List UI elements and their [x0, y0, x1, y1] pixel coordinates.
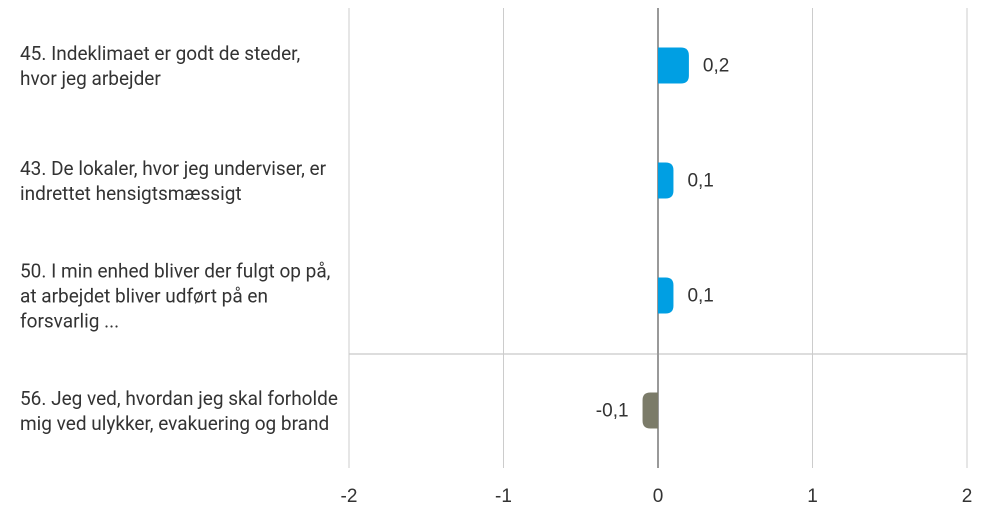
- bar: [658, 162, 674, 199]
- category-label: 50. I min enhed bliver der fulgt op på, …: [20, 259, 331, 332]
- bar: [658, 47, 689, 84]
- x-tick-label: -1: [495, 486, 512, 506]
- value-label: 0,1: [687, 171, 713, 192]
- value-label: -0,1: [596, 401, 629, 422]
- x-tick-label: 1: [807, 486, 818, 506]
- x-tick-label: 2: [962, 486, 973, 506]
- value-label: 0,1: [687, 286, 713, 307]
- x-tick-label: -2: [341, 486, 358, 506]
- x-tick-label: 0: [653, 486, 664, 506]
- value-label: 0,2: [703, 56, 729, 77]
- category-label: 45. Indeklimaet er godt de steder, hvor …: [20, 41, 301, 90]
- bar: [658, 277, 674, 314]
- category-label: 56. Jeg ved, hvordan jeg skal forholde m…: [20, 386, 338, 435]
- bar: [642, 392, 658, 429]
- category-label: 43. De lokaler, hvor jeg underviser, er …: [20, 156, 327, 205]
